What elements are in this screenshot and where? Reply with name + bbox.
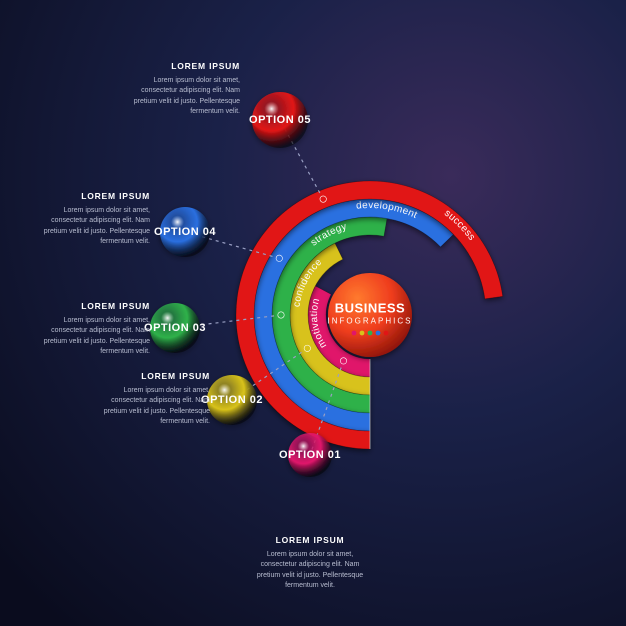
text-block-1: LOREM IPSUM Lorem ipsum dolor sit amet, c… <box>250 534 370 591</box>
anchor-dot-5 <box>320 196 326 202</box>
option-ball-2[interactable] <box>207 375 257 425</box>
text-block-4: LOREM IPSUM Lorem ipsum dolor sit amet, c… <box>30 190 150 247</box>
center-dot-4 <box>376 331 381 336</box>
text-body-3: Lorem ipsum dolor sit amet, consectetur … <box>30 316 150 357</box>
center-disc <box>328 273 412 357</box>
anchor-dot-3 <box>278 312 284 318</box>
text-body-4: Lorem ipsum dolor sit amet, consectetur … <box>30 206 150 247</box>
text-body-5: Lorem ipsum dolor sit amet, consectetur … <box>120 76 240 117</box>
text-body-2: Lorem ipsum dolor sit amet, consectetur … <box>90 386 210 427</box>
text-heading-3: LOREM IPSUM <box>30 300 150 312</box>
text-block-5: LOREM IPSUM Lorem ipsum dolor sit amet, c… <box>120 60 240 117</box>
text-heading-1: LOREM IPSUM <box>250 534 370 546</box>
option-ball-3[interactable] <box>150 303 200 353</box>
text-block-3: LOREM IPSUM Lorem ipsum dolor sit amet, c… <box>30 300 150 357</box>
text-heading-5: LOREM IPSUM <box>120 60 240 72</box>
text-body-1: Lorem ipsum dolor sit amet, consectetur … <box>250 550 370 591</box>
center-dot-3 <box>368 331 373 336</box>
text-block-2: LOREM IPSUM Lorem ipsum dolor sit amet, c… <box>90 370 210 427</box>
anchor-dot-4 <box>276 255 282 261</box>
text-heading-2: LOREM IPSUM <box>90 370 210 382</box>
text-heading-4: LOREM IPSUM <box>30 190 150 202</box>
anchor-dot-2 <box>304 345 310 351</box>
infographic-stage: motivationconfidencestrategydevelopments… <box>0 0 626 626</box>
option-ball-4[interactable] <box>160 207 210 257</box>
option-ball-1[interactable] <box>288 433 332 477</box>
option-ball-5[interactable] <box>252 92 308 148</box>
center-dot-1 <box>352 331 357 336</box>
anchor-dot-1 <box>340 358 346 364</box>
center-dot-2 <box>360 331 365 336</box>
center-dot-5 <box>384 331 389 336</box>
